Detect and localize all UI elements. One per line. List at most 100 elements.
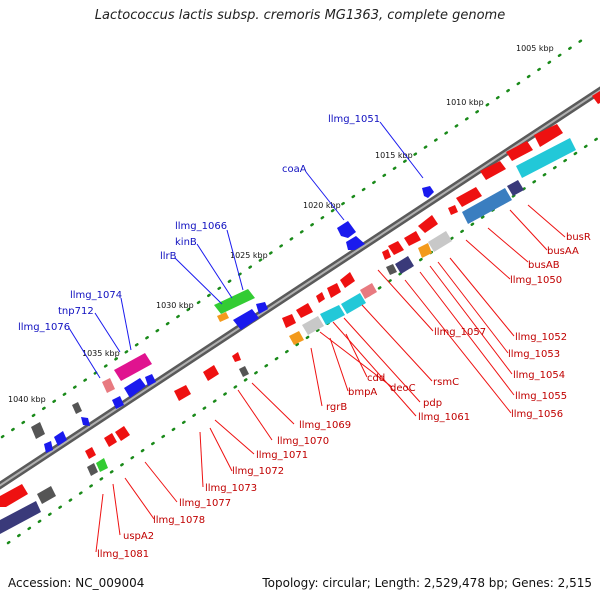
gene-label-fwd: llmg_1076 — [18, 322, 70, 333]
gene-block-magenta — [114, 353, 152, 381]
gene-block-darkslate — [507, 180, 524, 196]
gene-label-rev: llmg_1052 — [515, 332, 567, 343]
gene-arrow-rev — [174, 385, 191, 401]
gene-label-rev: llmg_1050 — [510, 275, 562, 286]
gene-block-darkslate — [395, 256, 414, 274]
gene-label-rev: busAB — [528, 260, 560, 271]
gene-label-fwd: llrB — [160, 251, 177, 262]
forward-gene-labels: llmg_1051 coaA llmg_1066 kinB llrB llmg_… — [18, 114, 380, 333]
gene-label-fwd: kinB — [175, 237, 197, 248]
gene-block-orange — [418, 243, 432, 258]
gene-block-grey — [37, 486, 56, 504]
gene-label-rev: llmg_1071 — [256, 450, 308, 461]
gene-label-rev: llmg_1072 — [232, 466, 284, 477]
gene-block-orange — [217, 312, 229, 322]
gene-arrow-rev — [316, 292, 325, 303]
gene-label-rev: llmg_1073 — [205, 483, 257, 494]
tick-label: 1005 kbp — [516, 44, 554, 53]
scale-ticks: 1005 kbp 1010 kbp 1015 kbp 1020 kbp 1025… — [8, 44, 554, 404]
gene-label-fwd: llmg_1051 — [328, 114, 380, 125]
gene-label-rev: llmg_1057 — [434, 327, 486, 338]
gene-arrow-rev — [404, 231, 421, 246]
gene-label-rev: llmg_1077 — [179, 498, 231, 509]
forward-genes — [44, 186, 434, 453]
gene-block-steelblue — [462, 188, 512, 224]
reverse-leader-lines — [95, 204, 566, 553]
forward-genes-colored — [31, 289, 255, 439]
gene-arrow-rev — [0, 484, 28, 507]
gene-arrow-rev — [203, 365, 219, 381]
gene-arrow-rev — [418, 215, 438, 233]
gene-label-rev: llmg_1069 — [299, 420, 351, 431]
gene-arrow-rev — [232, 352, 241, 362]
gene-label-rev: llmg_1081 — [97, 549, 149, 560]
gene-block-lightgrey — [428, 231, 452, 252]
tick-label: 1040 kbp — [8, 395, 46, 404]
gene-arrow-fwd — [54, 431, 67, 446]
upper-dotted-guide — [0, 38, 584, 439]
gene-block-grey — [72, 402, 82, 414]
gene-arrow-rev — [534, 124, 563, 147]
gene-block-grey — [386, 264, 397, 275]
gene-label-rev: llmg_1056 — [511, 409, 563, 420]
gene-block-darkslate — [0, 501, 41, 534]
reverse-genes-colored — [0, 138, 576, 534]
gene-arrow-rev — [506, 141, 533, 161]
gene-arrow-rev — [592, 91, 600, 104]
tick-label: 1025 kbp — [230, 251, 268, 260]
gene-label-rev: llmg_1078 — [153, 515, 205, 526]
gene-label-rev: deoC — [390, 383, 416, 394]
gene-block-green — [214, 289, 255, 314]
gene-arrow-rev — [382, 249, 391, 260]
gene-block-green — [96, 458, 108, 472]
accession-label: Accession: NC_009004 — [8, 576, 145, 590]
gene-arrow-fwd — [337, 221, 356, 238]
gene-arrow-fwd — [81, 417, 90, 426]
gene-block-grey — [239, 366, 249, 377]
gene-arrow-rev — [296, 303, 313, 318]
tick-label: 1015 kbp — [375, 151, 413, 160]
gene-label-rev: cdd — [367, 373, 385, 384]
tick-label: 1020 kbp — [303, 201, 341, 210]
reverse-gene-labels: busR busAA busAB llmg_1050 llmg_1052 llm… — [97, 232, 591, 560]
gene-label-rev: pdp — [423, 398, 442, 409]
topology-label: Topology: circular; Length: 2,529,478 bp… — [262, 576, 592, 590]
tick-label: 1030 kbp — [156, 301, 194, 310]
gene-label-fwd: tnp712 — [58, 306, 94, 317]
gene-label-fwd: coaA — [282, 164, 307, 175]
gene-arrow-rev — [448, 205, 458, 215]
gene-arrow-rev — [340, 272, 355, 288]
gene-arrow-rev — [480, 161, 506, 180]
gene-label-rev: llmg_1055 — [515, 391, 567, 402]
gene-arrow-fwd — [44, 441, 53, 453]
gene-block-cyan — [320, 305, 345, 325]
gene-arrow-rev — [282, 314, 296, 328]
gene-arrow-rev — [115, 426, 130, 441]
map-title: Lactococcus lactis subsp. cremoris MG136… — [94, 8, 506, 23]
gene-block-pink — [360, 283, 377, 299]
reverse-genes — [0, 91, 600, 507]
gene-block-orange — [289, 331, 304, 345]
gene-label-rev: rsmC — [433, 377, 459, 388]
gene-arrow-fwd — [422, 186, 434, 198]
gene-block-cyan — [341, 293, 366, 314]
gene-arrow-fwd — [256, 302, 268, 314]
gene-block-lightgrey — [302, 316, 324, 335]
gene-label-rev: llmg_1054 — [513, 370, 565, 381]
forward-leader-lines — [68, 121, 424, 379]
gene-block-pink — [102, 378, 115, 393]
tick-label: 1010 kbp — [446, 98, 484, 107]
gene-arrow-rev — [327, 283, 341, 298]
gene-arrow-fwd — [112, 396, 124, 409]
gene-arrow-fwd — [124, 378, 146, 398]
gene-label-rev: llmg_1070 — [277, 436, 329, 447]
gene-label-fwd: llmg_1066 — [175, 221, 227, 232]
tick-label: 1035 kbp — [82, 349, 120, 358]
gene-arrow-rev — [85, 447, 96, 459]
gene-block-cyan — [516, 138, 576, 178]
gene-label-rev: llmg_1053 — [508, 349, 560, 360]
gene-label-rev: rgrB — [326, 402, 347, 413]
gene-arrow-rev — [104, 433, 117, 447]
gene-label-rev: busAA — [547, 246, 579, 257]
gene-label-rev: bmpA — [348, 387, 377, 398]
